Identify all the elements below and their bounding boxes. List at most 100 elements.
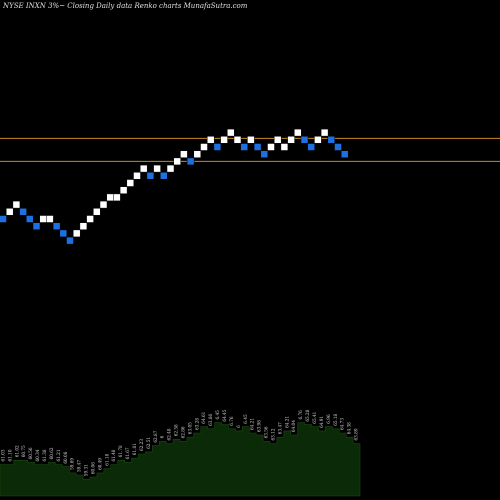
renko-brick-down	[253, 143, 262, 151]
renko-brick-down	[213, 143, 222, 151]
renko-brick-up	[220, 136, 228, 144]
volume-label: 64.61	[201, 411, 206, 423]
volume-label: 63.56	[264, 426, 269, 438]
volume-label: 6.45	[243, 414, 248, 424]
volume-label: 59.31	[84, 464, 89, 476]
renko-brick-up	[320, 128, 329, 137]
renko-brick-up	[119, 186, 128, 194]
volume-label: 6.76	[298, 410, 303, 420]
volume-label: 63.86	[208, 413, 213, 425]
renko-brick-up	[113, 193, 121, 202]
renko-brick-up	[139, 164, 148, 173]
renko-brick-up	[267, 143, 275, 151]
renko-brick-up	[46, 215, 54, 223]
volume-label: 6.45	[215, 410, 220, 420]
volume-label: 6	[236, 425, 241, 428]
renko-brick-down	[240, 143, 248, 151]
volume-label: 60.06	[90, 462, 95, 474]
renko-brick-down	[52, 222, 61, 230]
renko-brick-up	[72, 229, 81, 238]
chart-title: NYSE INXN 3%~ Closing Daily data Renko c…	[3, 2, 248, 10]
renko-brick-up	[193, 150, 202, 158]
volume-label: 62.58	[174, 424, 179, 436]
renko-brick-up	[39, 215, 47, 223]
renko-brick-up	[280, 143, 289, 151]
renko-brick-down	[260, 150, 269, 158]
volume-label: 62.86	[180, 426, 185, 438]
volume-label: 61.10	[7, 449, 12, 461]
volume-area	[0, 422, 361, 497]
renko-brick-up	[200, 143, 208, 151]
volume-label: 63.05	[187, 422, 192, 434]
volume-label: 63.47	[277, 422, 282, 434]
renko-brick-up	[314, 136, 322, 144]
renko-brick-up	[99, 200, 108, 209]
renko-brick-down	[26, 215, 34, 223]
renko-brick-up	[294, 128, 302, 137]
volume-label: 63.28	[194, 418, 199, 430]
renko-brick-up	[126, 179, 135, 187]
volume-label: 64.21	[250, 418, 255, 430]
renko-brick-down	[66, 236, 74, 245]
renko-brick-down	[19, 208, 27, 216]
volume-label: 64.73	[340, 418, 345, 430]
renko-brick-down	[340, 150, 349, 158]
volume-label: 64.21	[284, 416, 289, 428]
renko-brick-down	[300, 136, 309, 144]
volume-fill	[0, 422, 361, 497]
renko-brick-up	[79, 222, 88, 230]
renko-brick-down	[0, 215, 7, 223]
renko-brick-up	[173, 157, 181, 166]
volume-label: 61.18	[104, 453, 109, 465]
volume-label: 61.67	[125, 447, 130, 459]
renko-brick-up	[287, 136, 295, 144]
volume-label: 60.75	[21, 445, 26, 457]
volume-label: 61.38	[42, 449, 47, 461]
renko-brick-up	[273, 136, 282, 144]
renko-brick-down	[146, 172, 155, 180]
renko-brick-down	[334, 143, 342, 151]
renko-brick-up	[153, 164, 161, 173]
volume-labels: 61.03 61.10 61.02 60.75 60.56 60.34 61.38 60.62…	[0, 409, 358, 476]
renko-brick-up	[247, 136, 255, 144]
volume-label: 60.56	[28, 447, 33, 459]
renko-brick-up	[133, 172, 141, 180]
volume-label: 62.48	[167, 428, 172, 440]
volume-label: 61.78	[118, 445, 123, 457]
renko-brick-down	[32, 222, 41, 230]
volume-label: 59.69	[70, 458, 75, 470]
volume-label: 65.18	[333, 413, 338, 425]
volume-label: 6.76	[229, 416, 234, 426]
volume-label: 6.96	[326, 414, 331, 424]
volume-label: 62.23	[139, 439, 144, 451]
volume-label: 59.47	[77, 460, 82, 472]
volume-label: 61.48	[111, 449, 116, 461]
renko-brick-down	[327, 136, 336, 144]
volume-label: 60.62	[49, 447, 54, 459]
volume-label: 65.28	[305, 409, 310, 421]
volume-label: 61.03	[0, 449, 5, 461]
volume-label: 64.45	[222, 409, 227, 421]
volume-label: 61.81	[132, 443, 137, 455]
renko-brick-up	[233, 136, 242, 144]
volume-label: 6	[160, 435, 165, 438]
renko-brick-up	[86, 215, 94, 223]
volume-label: 60.49	[97, 458, 102, 470]
volume-label: 63.89	[354, 428, 359, 440]
renko-brick-down	[186, 157, 195, 166]
volume-label: 63.98	[257, 420, 262, 432]
renko-bricks	[0, 128, 349, 245]
volume-label: 64.04	[291, 420, 296, 432]
renko-brick-down	[307, 143, 315, 151]
volume-label: 60.08	[63, 451, 68, 463]
volume-label: 65.41	[312, 411, 317, 423]
renko-brick-down	[59, 229, 68, 238]
volume-label: 62.51	[146, 437, 151, 449]
renko-brick-up	[106, 193, 114, 202]
volume-label: 61.21	[56, 449, 61, 461]
volume-label: 64.38	[347, 422, 352, 434]
renko-brick-up	[166, 164, 175, 173]
renko-brick-down	[160, 172, 168, 180]
volume-label: 63.12	[270, 428, 275, 440]
